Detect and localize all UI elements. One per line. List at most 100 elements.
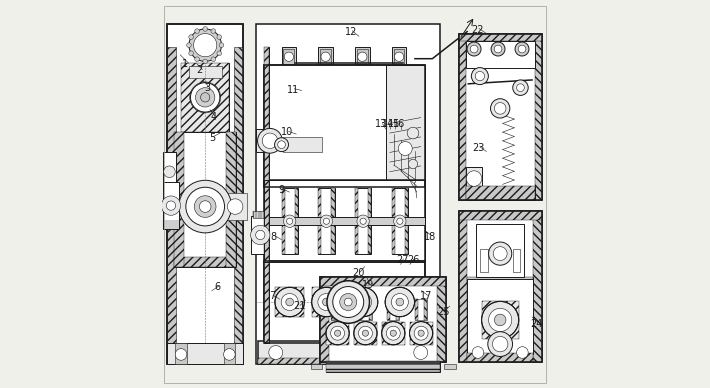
Bar (387, 299, 391, 320)
Bar (359, 299, 371, 320)
Bar (480, 248, 488, 272)
Bar (332, 299, 344, 320)
Circle shape (323, 218, 329, 224)
Circle shape (410, 322, 432, 345)
Circle shape (488, 332, 513, 357)
Circle shape (385, 288, 415, 317)
Circle shape (166, 201, 175, 210)
Circle shape (327, 281, 369, 323)
Bar (424, 299, 427, 320)
Text: 11: 11 (287, 85, 300, 95)
Circle shape (518, 45, 526, 53)
Bar (175, 132, 236, 267)
Bar (320, 86, 332, 92)
Bar (391, 66, 395, 88)
Bar (175, 256, 236, 267)
Circle shape (211, 57, 216, 62)
Circle shape (283, 215, 296, 227)
Bar (385, 288, 415, 317)
Bar (355, 47, 370, 68)
Bar (533, 211, 542, 362)
Text: 9: 9 (278, 185, 285, 195)
Bar (459, 33, 542, 40)
Text: 16: 16 (393, 120, 405, 130)
Circle shape (262, 133, 278, 149)
Bar (344, 339, 353, 360)
Circle shape (186, 187, 224, 226)
Bar (264, 217, 425, 225)
Bar (341, 299, 344, 320)
Circle shape (488, 242, 512, 265)
Circle shape (391, 293, 408, 310)
Circle shape (466, 171, 482, 186)
Bar (405, 188, 408, 254)
Circle shape (414, 346, 427, 359)
Bar (181, 62, 229, 132)
Bar (466, 186, 535, 200)
Bar (253, 211, 266, 218)
Circle shape (318, 293, 335, 310)
Text: 17: 17 (420, 291, 432, 301)
Bar (392, 188, 408, 254)
Text: 20: 20 (353, 268, 365, 278)
Bar (326, 361, 440, 372)
Circle shape (331, 326, 344, 340)
Bar (481, 301, 519, 338)
Text: 2: 2 (197, 65, 203, 75)
Circle shape (357, 215, 369, 227)
Circle shape (494, 102, 506, 114)
Circle shape (414, 326, 428, 340)
Bar (355, 188, 371, 254)
Bar (320, 277, 329, 362)
Text: 23: 23 (473, 143, 485, 152)
Bar (224, 343, 235, 364)
Bar (317, 66, 322, 88)
Circle shape (326, 322, 349, 345)
Text: 22: 22 (471, 25, 484, 35)
Circle shape (382, 322, 405, 345)
Bar (359, 299, 362, 320)
Circle shape (256, 230, 265, 240)
Bar (467, 277, 533, 284)
Bar (349, 288, 378, 317)
Bar (258, 341, 438, 364)
Circle shape (391, 330, 396, 336)
Bar (476, 224, 525, 277)
Text: 15: 15 (388, 120, 400, 130)
Bar (317, 66, 334, 88)
Circle shape (517, 347, 528, 358)
Circle shape (195, 196, 216, 217)
Bar (168, 24, 243, 364)
Circle shape (339, 293, 356, 310)
Circle shape (189, 29, 222, 61)
Circle shape (269, 346, 283, 359)
Text: 5: 5 (209, 133, 215, 143)
Bar (366, 66, 371, 88)
Text: 25: 25 (437, 307, 450, 317)
Bar (403, 66, 408, 88)
Bar (368, 299, 371, 320)
Bar (332, 188, 334, 254)
Bar (264, 180, 425, 262)
Bar (264, 261, 425, 343)
Bar (318, 188, 322, 254)
Bar (393, 86, 405, 92)
Bar (295, 188, 297, 254)
Circle shape (200, 201, 211, 212)
Circle shape (217, 35, 222, 39)
Bar (466, 186, 535, 200)
Circle shape (488, 308, 512, 332)
Bar (466, 167, 482, 188)
Circle shape (494, 45, 502, 53)
Circle shape (278, 141, 285, 149)
Bar (275, 288, 305, 317)
Bar (264, 65, 425, 187)
Bar (163, 182, 179, 229)
Circle shape (493, 336, 508, 352)
Bar (264, 47, 269, 343)
Circle shape (354, 293, 371, 310)
Circle shape (494, 314, 506, 326)
Circle shape (195, 88, 215, 107)
Circle shape (275, 138, 288, 152)
Bar (312, 288, 341, 317)
